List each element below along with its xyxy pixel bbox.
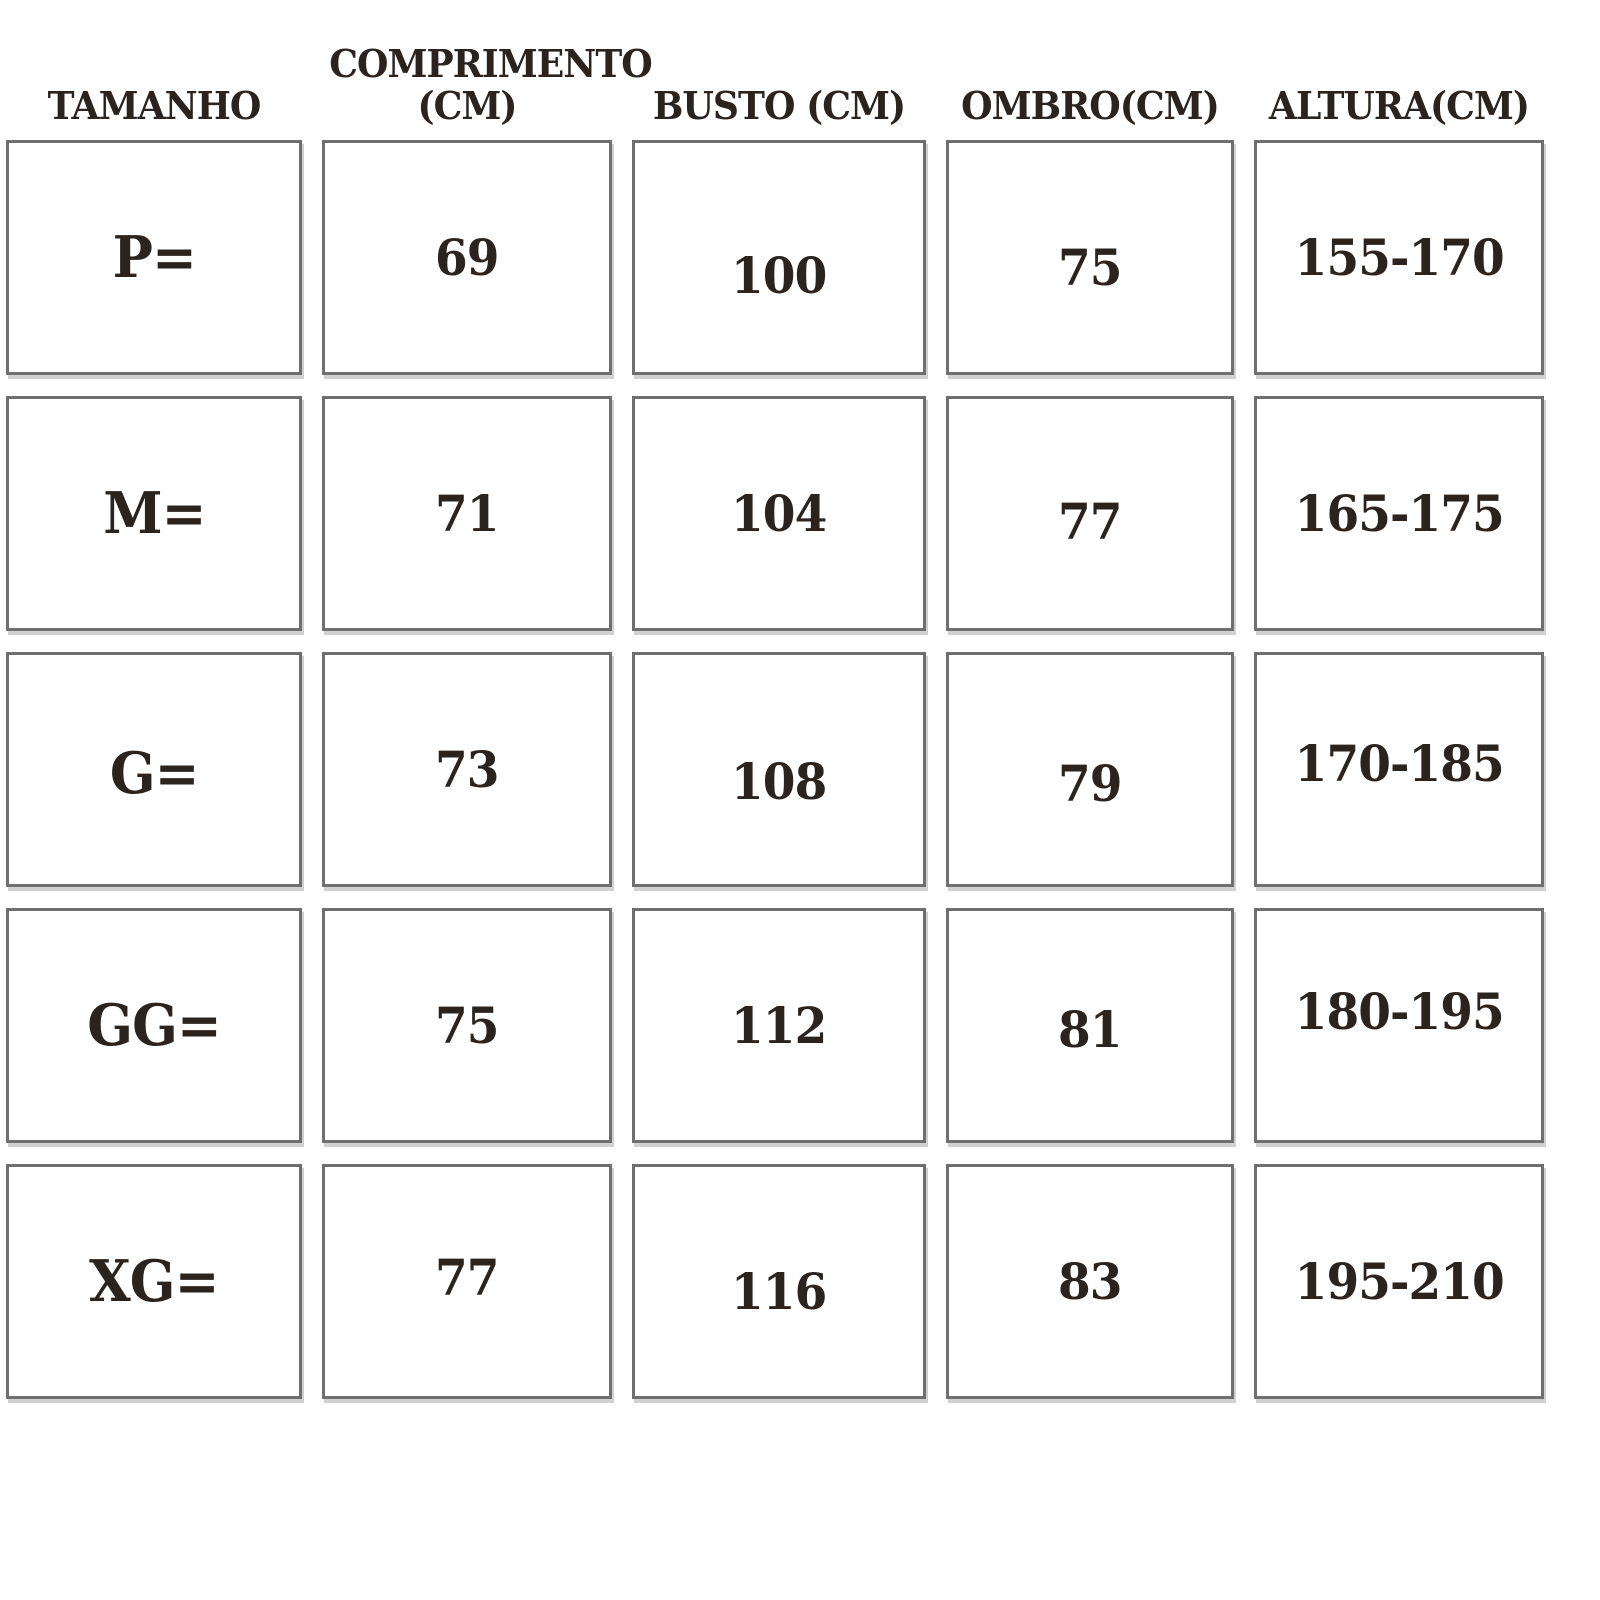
cell-text: GG= — [87, 992, 222, 1059]
size-cell: G= — [6, 652, 302, 887]
cell-text: 71 — [435, 484, 499, 543]
cell-text: 116 — [731, 1262, 827, 1321]
cell-text: 170-185 — [1294, 734, 1504, 793]
altura-value-cell: 180-195 — [1254, 908, 1544, 1143]
cell-text: 155-170 — [1294, 228, 1504, 287]
ombro-value-cell: 81 — [946, 908, 1234, 1143]
comprimento-value-cell: 71 — [322, 396, 612, 631]
header-row: TAMANHO COMPRIMENTO (CM) BUSTO (CM) OMBRO(C… — [6, 26, 1554, 132]
cell-text: 77 — [435, 1248, 499, 1307]
ombro-value-cell: 79 — [946, 652, 1234, 887]
comprimento-value-cell: 77 — [322, 1164, 612, 1399]
cell-text: 79 — [1058, 754, 1122, 813]
cell-text: 77 — [1058, 492, 1122, 551]
cell-text: 104 — [731, 484, 827, 543]
cell-text: 81 — [1058, 1000, 1122, 1059]
altura-value-cell: 195-210 — [1254, 1164, 1544, 1399]
cell-text: 180-195 — [1294, 982, 1504, 1041]
cell-text: 73 — [435, 740, 499, 799]
column-header-altura: ALTURA(CM) — [1268, 83, 1530, 129]
size-cell: P= — [6, 140, 302, 375]
cell-text: 83 — [1058, 1252, 1122, 1311]
size-cell: M= — [6, 396, 302, 631]
size-chart-table: TAMANHO COMPRIMENTO (CM) BUSTO (CM) OMBRO(C… — [6, 26, 1554, 1399]
size-cell: GG= — [6, 908, 302, 1143]
altura-value-cell: 155-170 — [1254, 140, 1544, 375]
cell-text: 75 — [435, 996, 499, 1055]
comprimento-value-cell: 69 — [322, 140, 612, 375]
altura-value-cell: 170-185 — [1254, 652, 1544, 887]
cell-text: M= — [102, 480, 206, 547]
size-cell: XG= — [6, 1164, 302, 1399]
cell-text: 195-210 — [1294, 1252, 1504, 1311]
busto-value-cell: 100 — [632, 140, 926, 375]
busto-value-cell: 104 — [632, 396, 926, 631]
cell-text: G= — [109, 740, 200, 807]
altura-value-cell: 165-175 — [1254, 396, 1544, 631]
table-body: P= 69 100 75 155-170 M= 71 104 77 165-175 G= 73 108 7… — [6, 140, 1554, 1399]
column-header-comprimento: COMPRIMENTO (CM) — [329, 40, 652, 129]
cell-text: XG= — [89, 1248, 219, 1315]
ombro-value-cell: 77 — [946, 396, 1234, 631]
cell-text: 112 — [731, 996, 827, 1055]
cell-text: 100 — [731, 246, 827, 305]
ombro-value-cell: 83 — [946, 1164, 1234, 1399]
cell-text: 165-175 — [1294, 484, 1504, 543]
busto-value-cell: 108 — [632, 652, 926, 887]
column-header-ombro: OMBRO(CM) — [961, 83, 1220, 129]
cell-text: 75 — [1058, 238, 1122, 297]
ombro-value-cell: 75 — [946, 140, 1234, 375]
cell-text: P= — [112, 224, 196, 291]
comprimento-value-cell: 73 — [322, 652, 612, 887]
comprimento-value-cell: 75 — [322, 908, 612, 1143]
busto-value-cell: 116 — [632, 1164, 926, 1399]
cell-text: 108 — [731, 752, 827, 811]
column-header-busto: BUSTO (CM) — [652, 83, 906, 129]
cell-text: 69 — [435, 228, 499, 287]
column-header-tamanho: TAMANHO — [47, 83, 262, 129]
busto-value-cell: 112 — [632, 908, 926, 1143]
